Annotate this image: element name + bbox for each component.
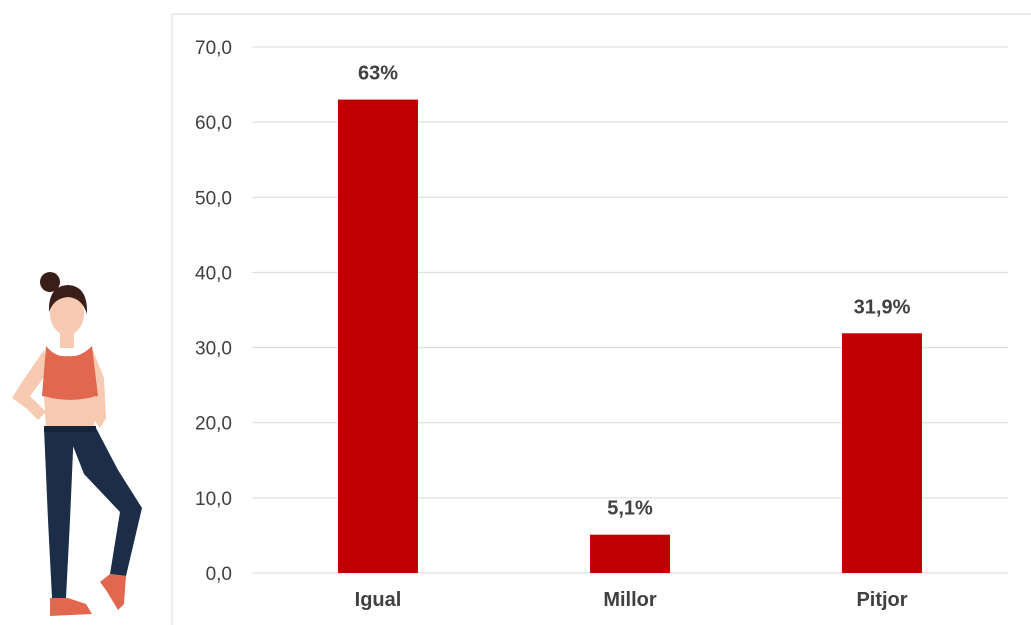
y-tick-label: 40,0 — [195, 263, 232, 284]
x-axis-categories: Igual Millor Pitjor — [355, 589, 908, 611]
x-category-label: Igual — [355, 589, 402, 611]
y-tick-label: 0,0 — [206, 564, 232, 585]
bar — [338, 99, 418, 573]
bar — [842, 333, 922, 573]
y-tick-label: 50,0 — [195, 188, 232, 209]
woman-fitness-figure-icon — [12, 272, 142, 616]
bars — [338, 99, 922, 573]
y-tick-label: 20,0 — [195, 414, 232, 435]
data-label: 31,9% — [854, 296, 911, 318]
x-category-label: Millor — [603, 589, 657, 611]
data-label: 63% — [358, 63, 398, 85]
y-tick-label: 60,0 — [195, 113, 232, 134]
y-axis-ticks: 0,0 10,0 20,0 30,0 40,0 50,0 60,0 70,0 — [195, 38, 232, 585]
data-label: 5,1% — [607, 498, 653, 520]
x-category-label: Pitjor — [856, 589, 907, 611]
data-labels: 63% 5,1% 31,9% — [358, 63, 911, 520]
y-tick-label: 30,0 — [195, 339, 232, 360]
y-tick-label: 10,0 — [195, 489, 232, 510]
bar — [590, 534, 670, 573]
y-tick-label: 70,0 — [195, 38, 232, 59]
